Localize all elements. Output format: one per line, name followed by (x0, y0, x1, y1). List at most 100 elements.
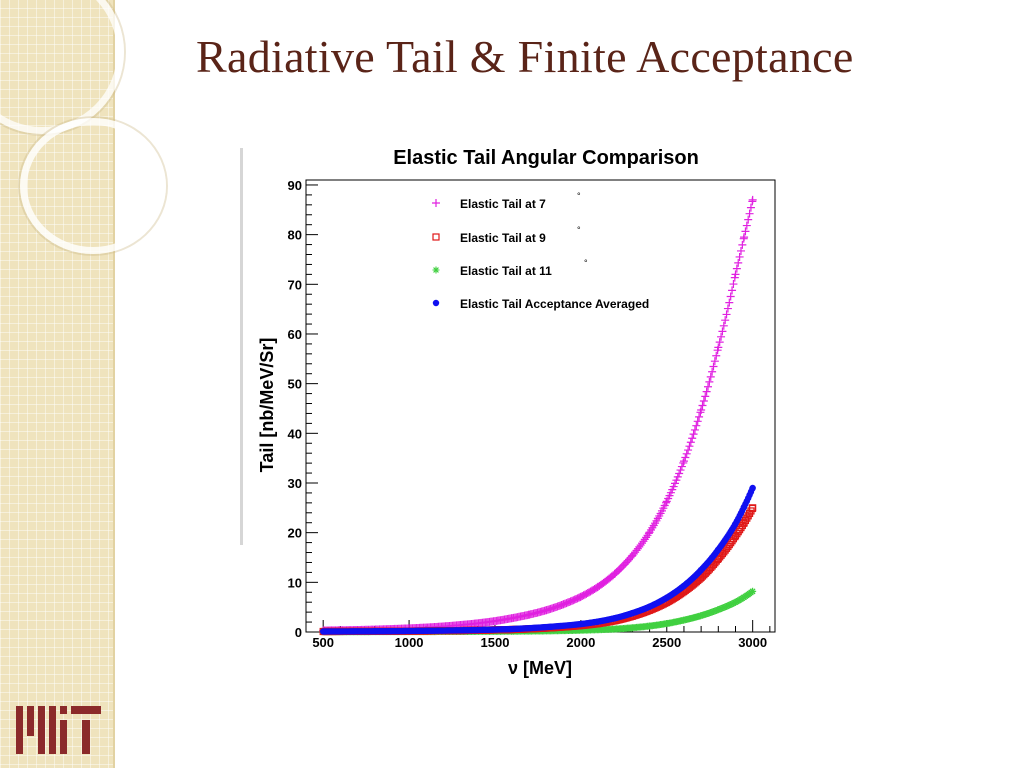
data-point-plus (574, 593, 583, 602)
divider-line (240, 148, 243, 545)
data-point-plus (640, 535, 649, 544)
data-point-plus (695, 412, 704, 421)
data-point-asterisk (432, 266, 440, 274)
data-point-plus (734, 258, 743, 267)
data-point-plus (699, 396, 708, 405)
data-point-plus (698, 401, 707, 410)
data-point-plus (714, 343, 723, 352)
data-point-plus (704, 382, 712, 391)
data-point-asterisk (718, 604, 726, 612)
x-tick-label: 1000 (395, 635, 424, 650)
data-point-plus (723, 304, 732, 313)
legend-entry-label: Elastic Tail at 11 (460, 264, 552, 278)
decorative-side-stripe (0, 0, 166, 768)
legend-entry-label: Elastic Tail at 9 (460, 231, 546, 245)
data-point-plus (690, 425, 699, 434)
data-point-plus (662, 498, 671, 507)
data-point-plus (688, 434, 697, 443)
data-point-plus (728, 286, 737, 295)
data-point-plus (686, 438, 695, 447)
data-point-square (432, 233, 440, 241)
data-point-plus (705, 377, 714, 386)
data-point-plus (642, 533, 651, 542)
data-point-plus (693, 417, 702, 426)
data-point-plus (432, 199, 440, 207)
data-point-asterisk (720, 603, 728, 611)
data-point-plus (676, 466, 685, 475)
data-point-square (749, 504, 757, 512)
data-point-plus (701, 392, 710, 401)
data-point-asterisk (721, 603, 729, 611)
x-tick-label: 2000 (566, 635, 595, 650)
data-point-circle (432, 299, 440, 307)
y-tick-label: 70 (288, 277, 302, 292)
data-point-plus (725, 298, 734, 307)
data-point-plus (719, 321, 728, 330)
data-point-plus (679, 458, 688, 467)
y-tick-label: 80 (288, 228, 302, 243)
data-point-plus (702, 387, 711, 396)
y-tick-label: 90 (288, 178, 302, 193)
data-point-plus (712, 351, 721, 360)
data-point-plus (741, 227, 750, 236)
data-point-plus (710, 357, 719, 366)
data-point-plus (722, 310, 731, 319)
data-point-plus (745, 209, 754, 218)
legend-degree-symbol: ° (577, 191, 581, 201)
data-point-plus (731, 270, 740, 279)
x-tick-label: 1500 (481, 635, 510, 650)
data-point-plus (732, 264, 741, 273)
legend-degree-symbol: ° (584, 258, 588, 268)
data-point-plus (673, 472, 682, 481)
y-tick-label: 50 (288, 377, 302, 392)
legend-degree-symbol: ° (577, 225, 581, 235)
y-tick-label: 0 (295, 625, 302, 640)
x-tick-label: 500 (312, 635, 334, 650)
mit-logo (16, 706, 112, 754)
data-point-plus (740, 233, 749, 242)
data-point-plus (681, 453, 690, 462)
slide-title: Radiative Tail & Finite Acceptance (196, 31, 854, 82)
data-point-plus (726, 292, 735, 301)
data-point-asterisk (749, 587, 757, 595)
data-point-plus (672, 476, 681, 485)
data-point-plus (746, 203, 755, 212)
y-tick-label: 10 (288, 575, 302, 590)
y-tick-label: 40 (288, 426, 302, 441)
data-point-plus (715, 338, 724, 347)
data-point-plus (677, 462, 686, 471)
data-point-plus (735, 252, 744, 261)
data-point-plus (717, 332, 726, 341)
data-point-plus (697, 405, 706, 414)
data-point-circle (749, 484, 756, 492)
legend-entry-label: Elastic Tail at 7 (460, 197, 546, 211)
data-point-plus (675, 469, 684, 478)
data-point-plus (689, 430, 698, 439)
y-tick-label: 20 (288, 526, 302, 541)
legend-entry-label: Elastic Tail Acceptance Averaged (460, 297, 649, 311)
x-tick-label: 2500 (652, 635, 681, 650)
data-point-plus (709, 362, 718, 371)
data-point-plus (685, 442, 694, 451)
data-point-plus (692, 421, 701, 430)
chart-title: Elastic Tail Angular Comparison (393, 147, 699, 169)
x-tick-label: 3000 (738, 635, 767, 650)
data-point-plus (736, 246, 745, 255)
data-point-plus (682, 449, 691, 458)
y-tick-label: 30 (288, 476, 302, 491)
data-point-plus (744, 215, 753, 224)
x-axis-label: ν [MeV] (508, 658, 572, 678)
data-point-plus (748, 195, 757, 204)
y-tick-label: 60 (288, 327, 302, 342)
data-point-plus (718, 327, 727, 336)
data-point-plus (679, 457, 688, 466)
data-point-plus (742, 221, 751, 230)
data-point-plus (721, 316, 730, 325)
data-point-plus (738, 240, 747, 249)
data-point-plus (729, 280, 738, 289)
data-point-plus (706, 372, 715, 381)
data-point-plus (684, 446, 693, 455)
y-axis-label: Tail [nb/MeV/Sr] (257, 338, 277, 473)
